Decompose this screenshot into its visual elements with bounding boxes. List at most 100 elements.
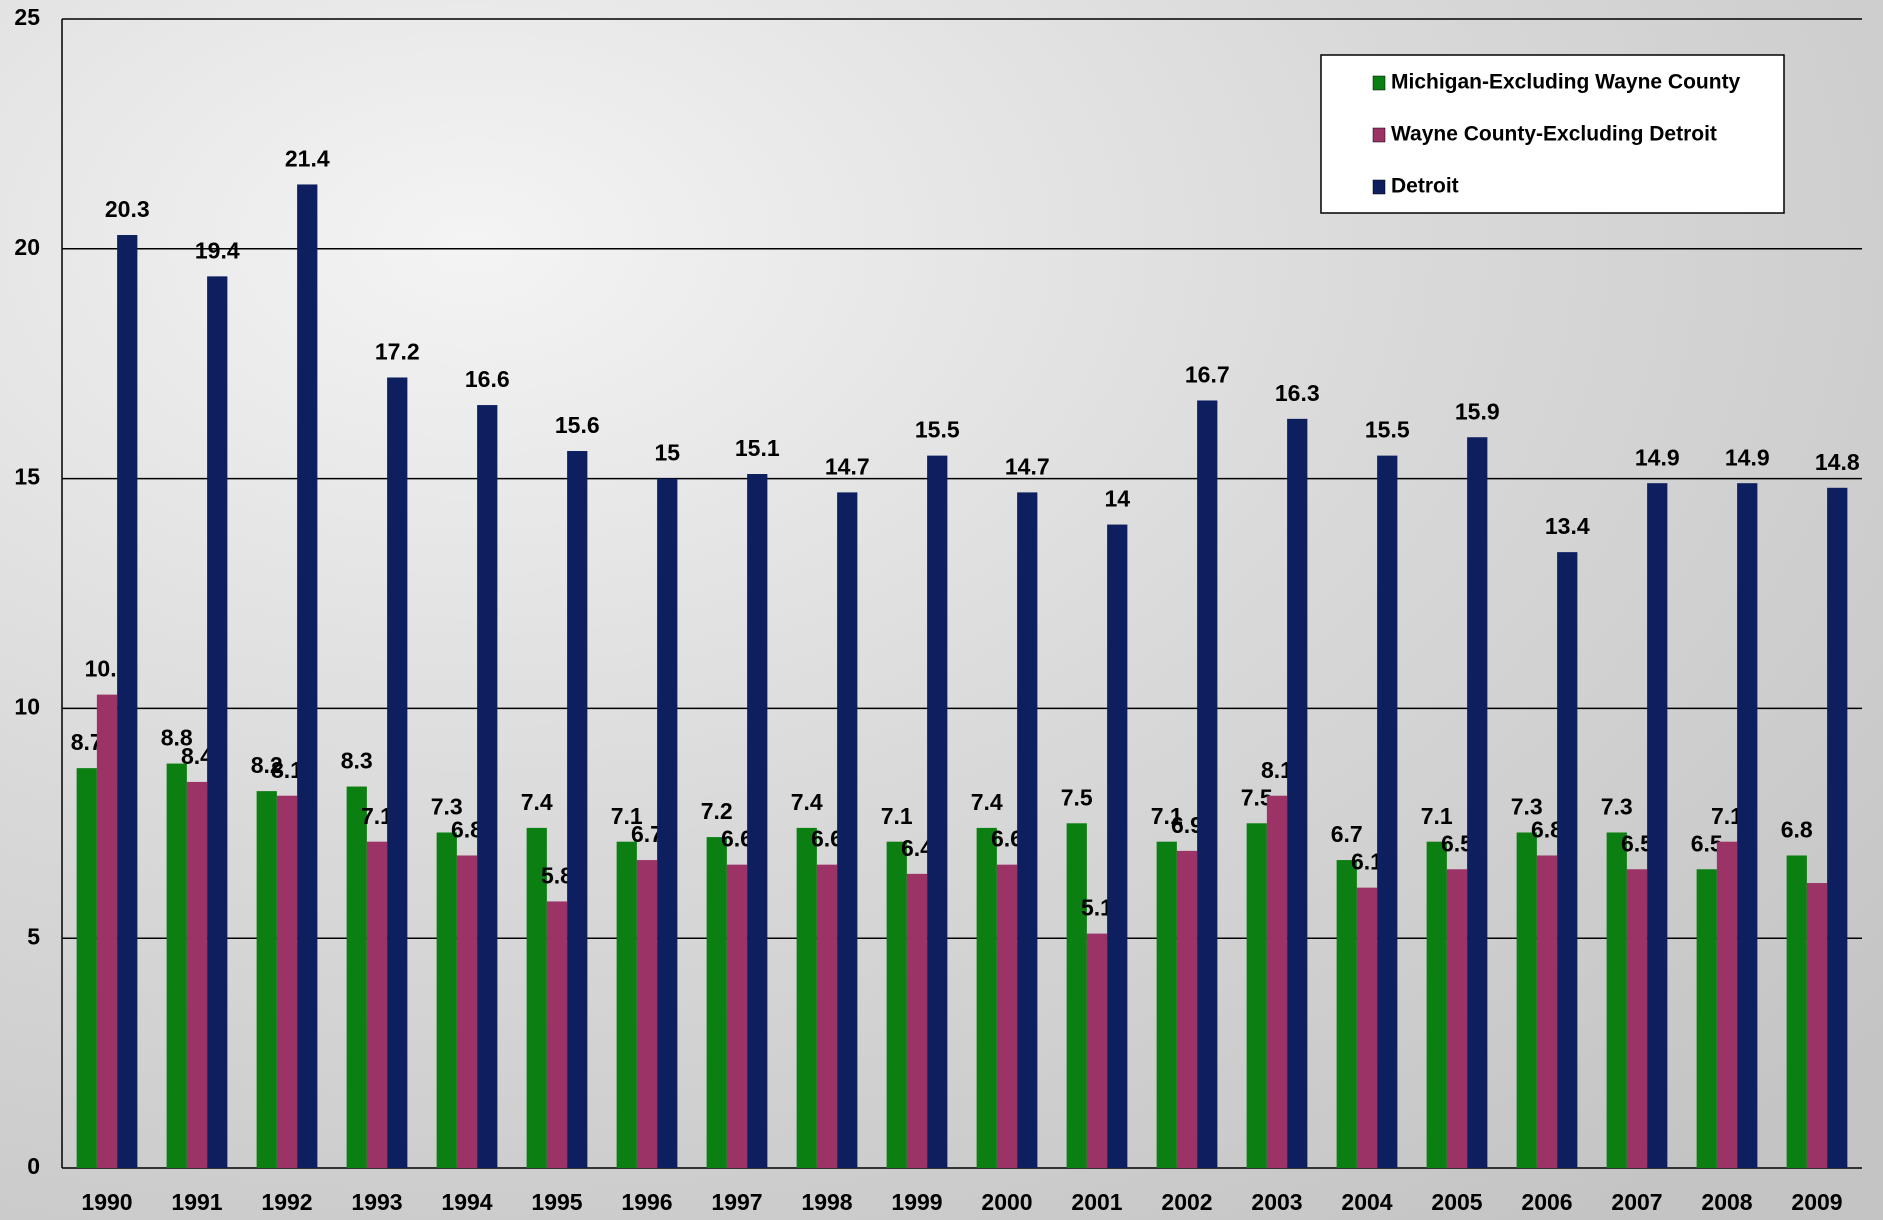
data-label: 15.5 <box>915 417 960 443</box>
data-label: 8.3 <box>341 748 373 774</box>
data-label: 7.3 <box>1511 794 1543 820</box>
data-label: 6.8 <box>1781 817 1813 843</box>
bar <box>976 827 997 1168</box>
bar <box>1737 483 1758 1168</box>
data-label: 7.4 <box>971 789 1003 815</box>
bar <box>1336 860 1357 1168</box>
bar <box>1356 887 1378 1168</box>
data-label: 7.1 <box>881 803 913 829</box>
bar <box>297 184 318 1168</box>
bar <box>526 827 547 1168</box>
bar <box>1827 487 1848 1168</box>
bar <box>276 795 298 1168</box>
bar <box>366 841 388 1168</box>
legend-swatch <box>1372 179 1386 195</box>
y-tick-label: 5 <box>27 923 40 949</box>
x-tick-label: 1991 <box>171 1189 222 1215</box>
bar <box>207 276 228 1169</box>
bar <box>1786 855 1807 1168</box>
bar <box>1696 869 1717 1168</box>
bar <box>567 451 588 1168</box>
x-tick-label: 2000 <box>981 1189 1032 1215</box>
x-tick-label: 1990 <box>81 1189 132 1215</box>
bar <box>616 841 637 1168</box>
data-label: 16.3 <box>1275 380 1320 406</box>
x-tick-label: 1995 <box>531 1189 582 1215</box>
data-label: 14.7 <box>1005 453 1050 479</box>
bar <box>1156 841 1177 1168</box>
bar <box>706 837 727 1168</box>
x-tick-label: 1992 <box>261 1189 312 1215</box>
x-tick-label: 2003 <box>1251 1189 1302 1215</box>
data-label: 7.4 <box>521 789 553 815</box>
data-label: 16.7 <box>1185 362 1230 388</box>
x-tick-label: 1994 <box>441 1189 492 1215</box>
data-label: 7.5 <box>1061 784 1093 810</box>
x-tick-label: 2009 <box>1791 1189 1842 1215</box>
bar <box>996 864 1018 1168</box>
bar <box>1426 841 1447 1168</box>
bar <box>816 864 838 1168</box>
x-tick-label: 1997 <box>711 1189 762 1215</box>
data-label: 7.3 <box>1601 794 1633 820</box>
data-label: 20.3 <box>105 196 150 222</box>
data-label: 6.7 <box>1331 821 1363 847</box>
bar <box>1017 492 1038 1168</box>
legend-label: Michigan-Excluding Wayne County <box>1391 71 1741 94</box>
legend-label: Wayne County-Excluding Detroit <box>1391 123 1717 146</box>
bar <box>636 860 658 1168</box>
bar <box>927 455 948 1168</box>
bar <box>1516 832 1537 1168</box>
bar <box>1536 855 1558 1168</box>
bar <box>1446 869 1468 1168</box>
y-tick-label: 20 <box>14 234 40 260</box>
bar <box>1557 552 1578 1168</box>
y-tick-label: 25 <box>14 4 40 30</box>
bar <box>726 864 748 1168</box>
data-label: 7.1 <box>1151 803 1183 829</box>
bar <box>96 694 118 1168</box>
data-label: 14.9 <box>1725 444 1770 470</box>
bar <box>166 763 187 1168</box>
bar <box>1377 455 1398 1168</box>
x-tick-label: 2001 <box>1071 1189 1122 1215</box>
bar <box>186 781 208 1168</box>
x-tick-label: 2006 <box>1521 1189 1572 1215</box>
bar <box>546 901 568 1168</box>
bar <box>477 405 498 1169</box>
x-tick-label: 2002 <box>1161 1189 1212 1215</box>
bar <box>1287 418 1308 1168</box>
data-label: 15.1 <box>735 435 780 461</box>
bar <box>436 832 457 1168</box>
data-label: 15.5 <box>1365 417 1410 443</box>
data-label: 14.8 <box>1815 449 1860 475</box>
bar <box>796 827 817 1168</box>
x-tick-label: 1999 <box>891 1189 942 1215</box>
legend-swatch <box>1372 75 1386 91</box>
x-tick-label: 1998 <box>801 1189 852 1215</box>
data-label: 7.1 <box>1421 803 1453 829</box>
bar <box>1107 524 1128 1168</box>
data-label: 15.6 <box>555 412 600 438</box>
bar <box>837 492 858 1168</box>
bar <box>346 786 367 1168</box>
bar <box>256 791 277 1168</box>
bar <box>657 478 678 1169</box>
data-label: 7.1 <box>611 803 643 829</box>
bar <box>1606 832 1627 1168</box>
data-label: 17.2 <box>375 339 420 365</box>
data-label: 7.4 <box>791 789 823 815</box>
y-tick-label: 15 <box>14 464 40 490</box>
data-label: 7.2 <box>701 798 733 824</box>
data-label: 14.9 <box>1635 444 1680 470</box>
bar <box>1647 483 1668 1168</box>
bar <box>1197 400 1218 1168</box>
x-tick-label: 1996 <box>621 1189 672 1215</box>
data-label: 15 <box>654 440 680 466</box>
x-tick-label: 1993 <box>351 1189 402 1215</box>
x-tick-label: 2004 <box>1341 1189 1392 1215</box>
data-label: 19.4 <box>195 237 240 263</box>
bar <box>1467 437 1488 1169</box>
data-label: 13.4 <box>1545 513 1590 539</box>
bar <box>1266 795 1288 1168</box>
